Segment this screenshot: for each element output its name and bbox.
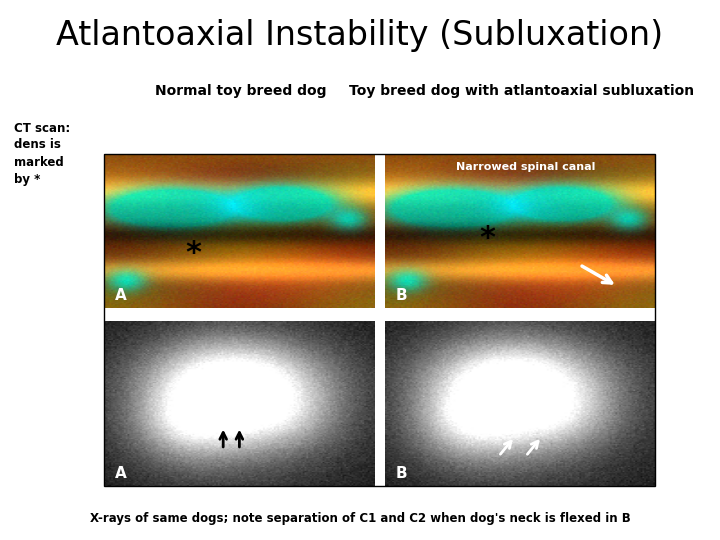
Text: *: *	[480, 224, 495, 253]
Text: Atlantoaxial Instability (Subluxation): Atlantoaxial Instability (Subluxation)	[56, 19, 664, 52]
Text: Toy breed dog with atlantoaxial subluxation: Toy breed dog with atlantoaxial subluxat…	[349, 84, 695, 98]
Text: A: A	[115, 288, 127, 303]
Text: A: A	[115, 466, 127, 481]
Text: CT scan:
dens is
marked
by *: CT scan: dens is marked by *	[14, 122, 71, 186]
Text: B: B	[396, 466, 408, 481]
Text: *: *	[186, 239, 202, 268]
Text: Narrowed spinal canal: Narrowed spinal canal	[456, 161, 595, 172]
Text: X-rays of same dogs; note separation of C1 and C2 when dog's neck is flexed in B: X-rays of same dogs; note separation of …	[89, 512, 631, 525]
Text: B: B	[396, 288, 408, 303]
Text: Normal toy breed dog: Normal toy breed dog	[156, 84, 327, 98]
